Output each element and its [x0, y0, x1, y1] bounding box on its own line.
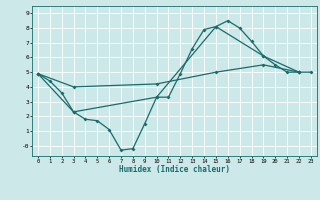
X-axis label: Humidex (Indice chaleur): Humidex (Indice chaleur): [119, 165, 230, 174]
